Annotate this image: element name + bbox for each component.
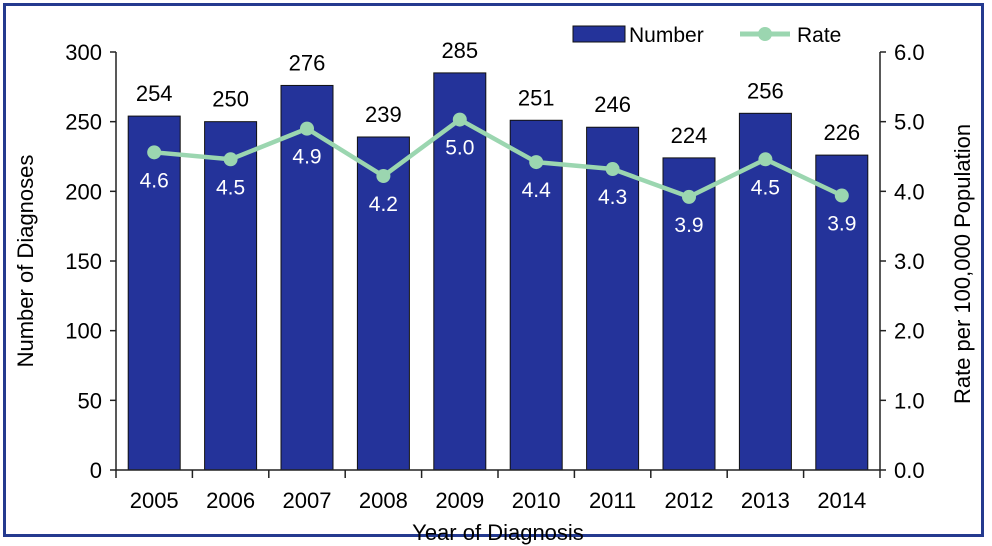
legend-swatch-number (572, 25, 626, 43)
bar-label-2012: 224 (671, 123, 708, 148)
x-tick-label: 2008 (359, 488, 408, 513)
rate-point-2013 (758, 152, 773, 167)
legend-swatch-rate-marker (758, 27, 772, 41)
rate-point-2014 (834, 188, 849, 203)
bar-label-2005: 254 (136, 81, 173, 106)
bar-label-2008: 239 (365, 102, 402, 127)
x-axis-title: Year of Diagnosis (412, 520, 584, 545)
y2-tick-label: 4.0 (894, 179, 925, 204)
rate-point-2008 (376, 169, 391, 184)
bar-label-2011: 246 (594, 92, 631, 117)
x-tick-label: 2005 (130, 488, 179, 513)
x-tick-label: 2012 (665, 488, 714, 513)
y2-tick-label: 1.0 (894, 388, 925, 413)
rate-label-2014: 3.9 (827, 213, 856, 236)
bar-2012 (662, 157, 716, 471)
bar-2005 (127, 115, 181, 471)
rate-label-2006: 4.5 (216, 176, 245, 199)
bar-label-2006: 250 (212, 87, 249, 112)
y-tick-label: 0 (90, 458, 102, 483)
x-tick-label: 2014 (817, 488, 866, 513)
y-tick-label: 100 (65, 319, 102, 344)
data-labels: 254 250 276 239 285 251 246 224 256 226 4.6 4.5 4.9 4… (136, 38, 860, 237)
y2-tick-label: 3.0 (894, 249, 925, 274)
y2-tick-label: 2.0 (894, 319, 925, 344)
y2-tick-label: 6.0 (894, 40, 925, 65)
y-tick-label: 150 (65, 249, 102, 274)
legend-label-rate: Rate (797, 24, 841, 47)
rate-point-2012 (682, 189, 696, 204)
y2-tick-label: 5.0 (894, 110, 925, 135)
rate-label-2010: 4.4 (522, 179, 552, 202)
y-axis-title: Number of Diagnoses (13, 155, 38, 368)
rate-polyline (153, 117, 843, 200)
bar-label-2013: 256 (747, 78, 784, 103)
legend: Number Rate (572, 24, 841, 47)
rate-label-2009: 5.0 (445, 137, 474, 160)
bar-2010 (509, 119, 563, 471)
x-tick-label: 2013 (741, 488, 790, 513)
rate-label-2013: 4.5 (751, 176, 780, 199)
x-tick-label: 2011 (589, 488, 636, 513)
y-tick-label: 250 (65, 110, 102, 135)
bar-2013 (738, 112, 792, 471)
ticks: 0 50 100 150 200 250 300 0.0 1.0 2.0 3.0 4.0 5.0 6.0 2… (65, 40, 924, 513)
rate-point-2007 (300, 121, 314, 136)
x-tick-label: 2010 (512, 488, 561, 513)
rate-label-2007: 4.9 (292, 146, 321, 169)
y2-axis-title: Rate per 100,000 Population (950, 124, 975, 404)
rate-label-2008: 4.2 (369, 193, 398, 216)
rate-point-2006 (223, 152, 238, 167)
y-tick-label: 50 (78, 388, 102, 413)
bar-label-2010: 251 (518, 85, 555, 110)
x-tick-label: 2006 (206, 488, 255, 513)
x-tick-label: 2009 (435, 488, 484, 513)
bar-label-2014: 226 (823, 120, 860, 145)
bar-2006 (204, 121, 258, 471)
bar-label-2009: 285 (441, 38, 478, 63)
rate-label-2011: 4.3 (598, 186, 627, 209)
bar-2008 (356, 136, 410, 471)
rate-label-2005: 4.6 (140, 169, 169, 192)
y2-tick-label: 0.0 (894, 458, 925, 483)
y-tick-label: 300 (65, 40, 102, 65)
rate-line (147, 112, 849, 204)
x-tick-label: 2007 (283, 488, 332, 513)
bar-2011 (586, 126, 640, 471)
rate-point-2005 (147, 145, 162, 160)
bar-2014 (815, 154, 869, 471)
legend-label-number: Number (629, 24, 704, 47)
rate-label-2012: 3.9 (674, 214, 703, 237)
rate-point-2010 (529, 155, 544, 170)
bar-label-2007: 276 (289, 50, 326, 75)
bars (127, 72, 869, 471)
bar-2009 (433, 72, 487, 471)
rate-point-2009 (452, 112, 467, 127)
rate-point-2011 (605, 162, 620, 177)
y-tick-label: 200 (65, 179, 102, 204)
bar-2007 (280, 84, 334, 471)
